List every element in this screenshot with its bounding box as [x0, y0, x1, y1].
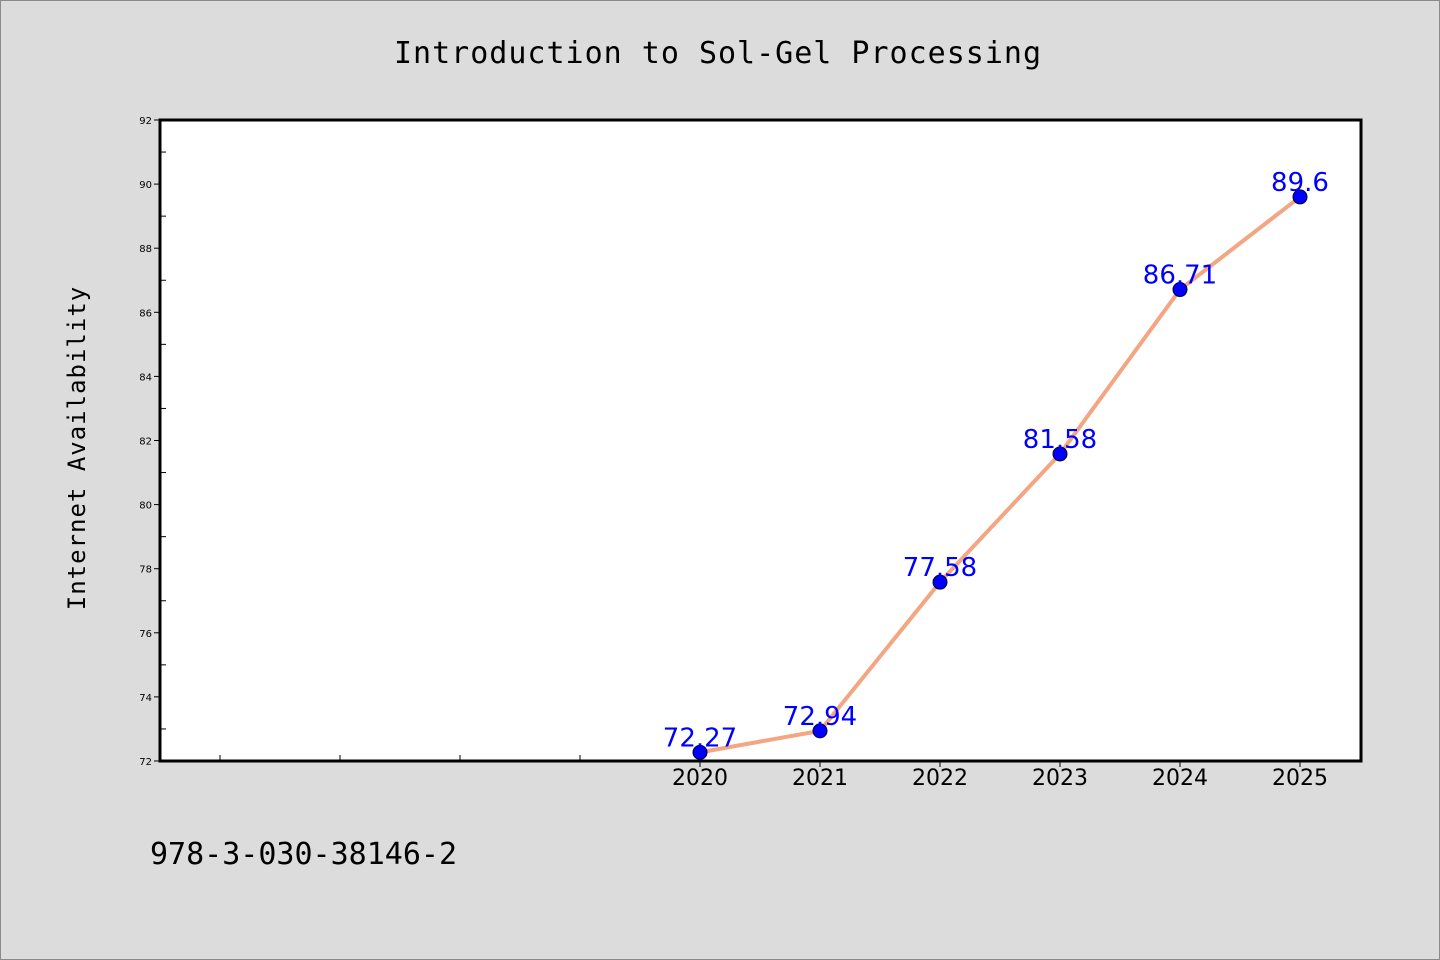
- y-tick-label: 72: [139, 757, 152, 768]
- x-tick-label: 2024: [1152, 766, 1208, 791]
- x-tick-label: 2020: [672, 766, 728, 791]
- y-tick-label: 78: [139, 565, 152, 576]
- chart-title: Introduction to Sol-Gel Processing: [394, 36, 1042, 71]
- x-tick-label: 2022: [912, 766, 968, 791]
- data-point-label: 89.6: [1271, 168, 1329, 198]
- y-tick-label: 88: [139, 244, 152, 255]
- plot-border: [158, 118, 1363, 763]
- y-tick-label: 82: [139, 437, 152, 448]
- x-tick-label: 2021: [792, 766, 848, 791]
- y-tick-label: 74: [139, 693, 152, 704]
- y-tick-label: 76: [139, 629, 152, 640]
- x-tick-label: 2025: [1272, 766, 1328, 791]
- y-tick-label: 80: [139, 501, 152, 512]
- data-labels: 72.27 72.94 77.58 81.58 86.71 89.6: [663, 168, 1329, 753]
- series-line: [698, 194, 1302, 755]
- data-point-marker: [932, 574, 948, 590]
- data-point-label: 72.94: [783, 702, 857, 732]
- plot-area: [160, 120, 1361, 761]
- isbn-text: 978-3-030-38146-2: [150, 837, 457, 872]
- data-point-marker: [1052, 446, 1068, 462]
- y-tick-label: 90: [139, 180, 152, 191]
- series-line-path: [698, 194, 1302, 755]
- axes: 72 74 76 78 80 82 84 86 88 90 92 2020 2021 2022 2023 20…: [139, 116, 1328, 791]
- y-tick-label: 86: [139, 308, 152, 319]
- y-axis-label: Internet Availability: [63, 286, 91, 610]
- y-tick-label: 84: [139, 372, 152, 383]
- x-tick-label: 2023: [1032, 766, 1088, 791]
- series-markers: [692, 189, 1308, 760]
- data-point-label: 77.58: [903, 553, 977, 583]
- data-point-marker: [1292, 189, 1308, 205]
- data-point-label: 72.27: [663, 723, 737, 753]
- data-point-marker: [692, 744, 708, 760]
- y-tick-label: 92: [139, 116, 152, 127]
- data-point-marker: [1172, 282, 1188, 298]
- data-point-label: 86.71: [1143, 261, 1217, 291]
- data-point-label: 81.58: [1023, 425, 1097, 455]
- data-point-marker: [812, 723, 828, 739]
